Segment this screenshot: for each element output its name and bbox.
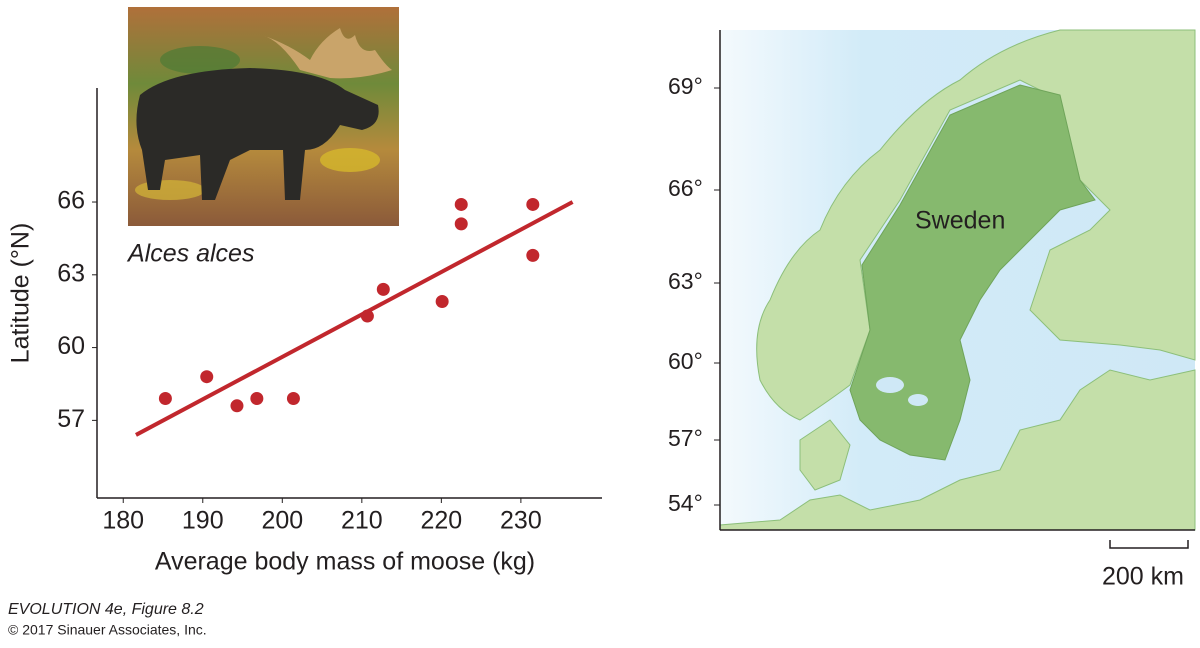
latitude-label: 69° — [668, 73, 703, 99]
y-tick-label: 60 — [57, 332, 85, 360]
y-tick-label: 63 — [57, 259, 85, 287]
moose-photo — [128, 7, 399, 226]
data-point — [435, 294, 449, 308]
data-point — [200, 370, 214, 384]
x-tick-label: 180 — [102, 507, 144, 535]
data-point — [526, 197, 540, 211]
x-tick-label: 220 — [420, 507, 462, 535]
map — [719, 29, 1196, 531]
figure-credit: EVOLUTION 4e, Figure 8.2 — [8, 601, 204, 618]
latitude-label: 60° — [668, 348, 703, 374]
scale-bar — [1109, 540, 1189, 549]
x-tick-label: 210 — [341, 507, 383, 535]
data-point — [250, 392, 264, 406]
y-tick-label: 57 — [57, 405, 85, 433]
y-tick-label: 66 — [57, 187, 85, 215]
latitude-label: 66° — [668, 175, 703, 201]
x-axis-label: Average body mass of moose (kg) — [155, 548, 535, 576]
latitude-label: 63° — [668, 268, 703, 294]
x-tick-label: 200 — [261, 507, 303, 535]
data-point — [286, 392, 300, 406]
data-point — [454, 197, 468, 211]
latitude-label: 54° — [668, 490, 703, 516]
data-point — [158, 392, 172, 406]
photo-caption: Alces alces — [126, 240, 254, 268]
country-label: Sweden — [915, 207, 1005, 235]
data-point — [526, 248, 540, 262]
scale-label: 200 km — [1102, 563, 1184, 591]
data-point — [454, 217, 468, 231]
y-axis-label: Latitude (°N) — [7, 223, 35, 364]
copyright: © 2017 Sinauer Associates, Inc. — [8, 622, 207, 638]
data-point — [230, 399, 244, 413]
x-tick-label: 230 — [500, 507, 542, 535]
trend-line — [135, 200, 574, 437]
latitude-label: 57° — [668, 425, 703, 451]
data-point — [376, 282, 390, 296]
data-point — [360, 309, 374, 323]
x-tick-label: 190 — [182, 507, 224, 535]
